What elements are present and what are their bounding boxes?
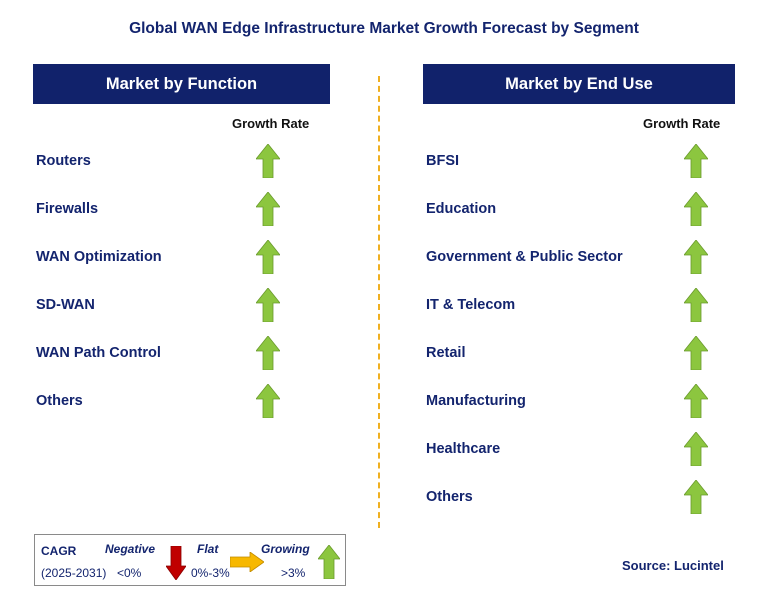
right-segment-label: Others: [426, 489, 473, 505]
right-arrow-icon: [230, 552, 264, 572]
left-segment-label: WAN Optimization: [36, 249, 162, 265]
right-segment-label: IT & Telecom: [426, 297, 516, 313]
legend-negative-label: Negative: [105, 542, 156, 556]
left-growth-rate-label: Growth Rate: [232, 116, 310, 131]
left-segment-label: SD-WAN: [36, 297, 95, 313]
up-arrow-icon: [683, 383, 709, 419]
left-segment-label: Routers: [36, 153, 91, 169]
up-arrow-icon: [255, 191, 281, 227]
up-arrow-icon: [683, 431, 709, 467]
right-panel-header: Market by End Use: [423, 64, 735, 104]
right-segment-label: Manufacturing: [426, 393, 526, 409]
legend-cagr-label: CAGR: [41, 544, 77, 558]
right-growth-rate-label: Growth Rate: [643, 116, 721, 131]
right-segment-label: Retail: [426, 345, 466, 361]
up-arrow-icon: [255, 143, 281, 179]
up-arrow-icon: [683, 143, 709, 179]
up-arrow-icon: [255, 239, 281, 275]
down-arrow-icon: [166, 546, 186, 580]
legend-negative-range: <0%: [117, 566, 142, 580]
legend-period-label: (2025-2031): [41, 566, 107, 580]
panel-divider: [378, 76, 380, 528]
right-segment-label: Healthcare: [426, 441, 501, 457]
right-segment-label: Government & Public Sector: [426, 249, 623, 265]
up-arrow-icon: [683, 335, 709, 371]
up-arrow-icon: [683, 287, 709, 323]
up-arrow-icon: [255, 383, 281, 419]
cagr-legend: CAGR (2025-2031) Negative <0% Flat 0%-3%…: [34, 534, 346, 586]
legend-flat-range: 0%-3%: [191, 566, 230, 580]
chart-title: Global WAN Edge Infrastructure Market Gr…: [129, 20, 639, 37]
right-segment-label: Education: [426, 201, 497, 217]
source-label: Source: Lucintel: [622, 558, 724, 573]
legend-flat-label: Flat: [197, 542, 219, 556]
up-arrow-icon: [255, 335, 281, 371]
legend-growing-label: Growing: [261, 542, 310, 556]
left-segment-label: Firewalls: [36, 201, 99, 217]
left-panel-header: Market by Function: [33, 64, 330, 104]
up-arrow-icon: [318, 545, 340, 579]
up-arrow-icon: [683, 239, 709, 275]
legend-growing-range: >3%: [281, 566, 306, 580]
right-segment-label: BFSI: [426, 153, 460, 169]
left-segment-label: WAN Path Control: [36, 345, 161, 361]
up-arrow-icon: [683, 191, 709, 227]
up-arrow-icon: [683, 479, 709, 515]
left-segment-label: Others: [36, 393, 83, 409]
up-arrow-icon: [255, 287, 281, 323]
